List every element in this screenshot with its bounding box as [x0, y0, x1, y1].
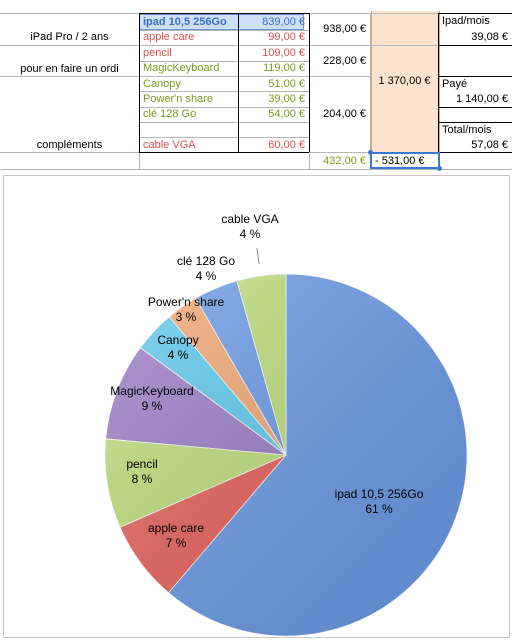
- item-price-canopy[interactable]: 51,00 €: [268, 78, 305, 90]
- item-price-powernshare[interactable]: 39,00 €: [268, 93, 305, 105]
- paye-value[interactable]: 1 140,00 €: [456, 93, 508, 105]
- leader-line: [256, 247, 260, 265]
- grand-total[interactable]: 1 370,00 €: [378, 75, 431, 87]
- spreadsheet[interactable]: iPad Pro / 2 ans pour en faire un ordi c…: [0, 0, 512, 172]
- slice-percent-0: 61 %: [365, 502, 393, 516]
- grid-line: [139, 122, 309, 123]
- subtotal-ipad-pro[interactable]: 938,00 €: [323, 23, 366, 35]
- grid-line: [139, 61, 309, 62]
- slice-percent-4: 4 %: [168, 348, 189, 362]
- slice-label-5: Power'n share: [148, 295, 225, 309]
- item-name-canopy[interactable]: Canopy: [143, 78, 181, 90]
- ipad-mois-value[interactable]: 39,08 €: [471, 31, 508, 43]
- subtotal-complements-total[interactable]: 432,00 €: [323, 155, 366, 167]
- border-line: [438, 107, 512, 108]
- grid-line: [0, 45, 512, 46]
- border-line: [438, 76, 512, 77]
- item-price-pencil[interactable]: 109,00 €: [262, 47, 305, 59]
- slice-percent-6: 4 %: [196, 269, 217, 283]
- item-name-cable-vga[interactable]: cable VGA: [143, 139, 196, 151]
- item-price-cable-vga[interactable]: 60,00 €: [268, 139, 305, 151]
- item-name-powernshare[interactable]: Power'n share: [143, 93, 213, 105]
- border-line: [309, 13, 310, 152]
- slice-percent-7: 4 %: [240, 227, 261, 241]
- item-price-magickeyboard[interactable]: 119,00 €: [262, 62, 305, 74]
- slice-label-0: ipad 10,5 256Go: [335, 487, 424, 501]
- border-line: [139, 13, 140, 152]
- item-price-ipad[interactable]: 839,00 €: [262, 16, 305, 28]
- border-line: [438, 45, 512, 46]
- row-label-complements[interactable]: compléments: [36, 139, 103, 151]
- item-name-pencil[interactable]: pencil: [143, 47, 172, 59]
- selected-cell-difference[interactable]: [370, 152, 440, 169]
- border-line: [438, 122, 512, 123]
- border-line: [139, 13, 309, 14]
- border-line: [438, 13, 512, 14]
- paye-label[interactable]: Payé: [442, 78, 468, 90]
- grid-line: [139, 107, 309, 108]
- row-label-ipad-pro[interactable]: iPad Pro / 2 ans: [30, 31, 109, 43]
- total-mois-value[interactable]: 57,08 €: [471, 139, 508, 151]
- grid-line: [139, 30, 309, 31]
- grid-line: [370, 13, 371, 169]
- subtotal-ordi[interactable]: 228,00 €: [323, 55, 366, 67]
- selection-handle[interactable]: [368, 150, 373, 155]
- selection-handle[interactable]: [437, 166, 442, 171]
- item-name-apple-care[interactable]: apple care: [143, 31, 195, 43]
- slice-percent-1: 7 %: [166, 536, 187, 550]
- slice-label-4: Canopy: [157, 333, 198, 347]
- slice-label-7: cable VGA: [221, 212, 278, 226]
- total-mois-label[interactable]: Total/mois: [442, 124, 492, 136]
- item-name-cle[interactable]: clé 128 Go: [143, 108, 197, 120]
- subtotal-complements[interactable]: 204,00 €: [323, 108, 366, 120]
- pie-chart-frame[interactable]: ipad 10,5 256Go 61 % apple care 7 % pencil 8 …: [3, 175, 510, 638]
- grid-line: [139, 137, 309, 138]
- slice-percent-2: 8 %: [132, 472, 153, 486]
- border-line: [139, 152, 309, 153]
- slice-label-3: MagicKeyboard: [110, 384, 193, 398]
- total-column-highlight: [371, 11, 440, 152]
- item-name-magickeyboard[interactable]: MagicKeyboard: [143, 62, 220, 74]
- grid-line: [0, 76, 371, 77]
- slice-label-6: clé 128 Go: [177, 254, 235, 268]
- grid-line: [139, 91, 309, 92]
- ipad-mois-label[interactable]: Ipad/mois: [442, 15, 490, 27]
- slice-percent-5: 3 %: [176, 310, 197, 324]
- slice-label-2: pencil: [126, 457, 157, 471]
- slice-percent-3: 9 %: [142, 399, 163, 413]
- grid-line: [0, 169, 512, 170]
- row-label-ordi[interactable]: pour en faire un ordi: [20, 63, 119, 75]
- item-price-cle[interactable]: 54,00 €: [268, 108, 305, 120]
- item-price-apple-care[interactable]: 99,00 €: [268, 31, 305, 43]
- border-line: [438, 152, 512, 153]
- item-name-ipad[interactable]: ipad 10,5 256Go: [143, 16, 227, 28]
- slice-label-1: apple care: [148, 521, 204, 535]
- difference-value[interactable]: - 531,00 €: [375, 155, 425, 167]
- border-line: [238, 13, 239, 152]
- border-line: [438, 13, 439, 152]
